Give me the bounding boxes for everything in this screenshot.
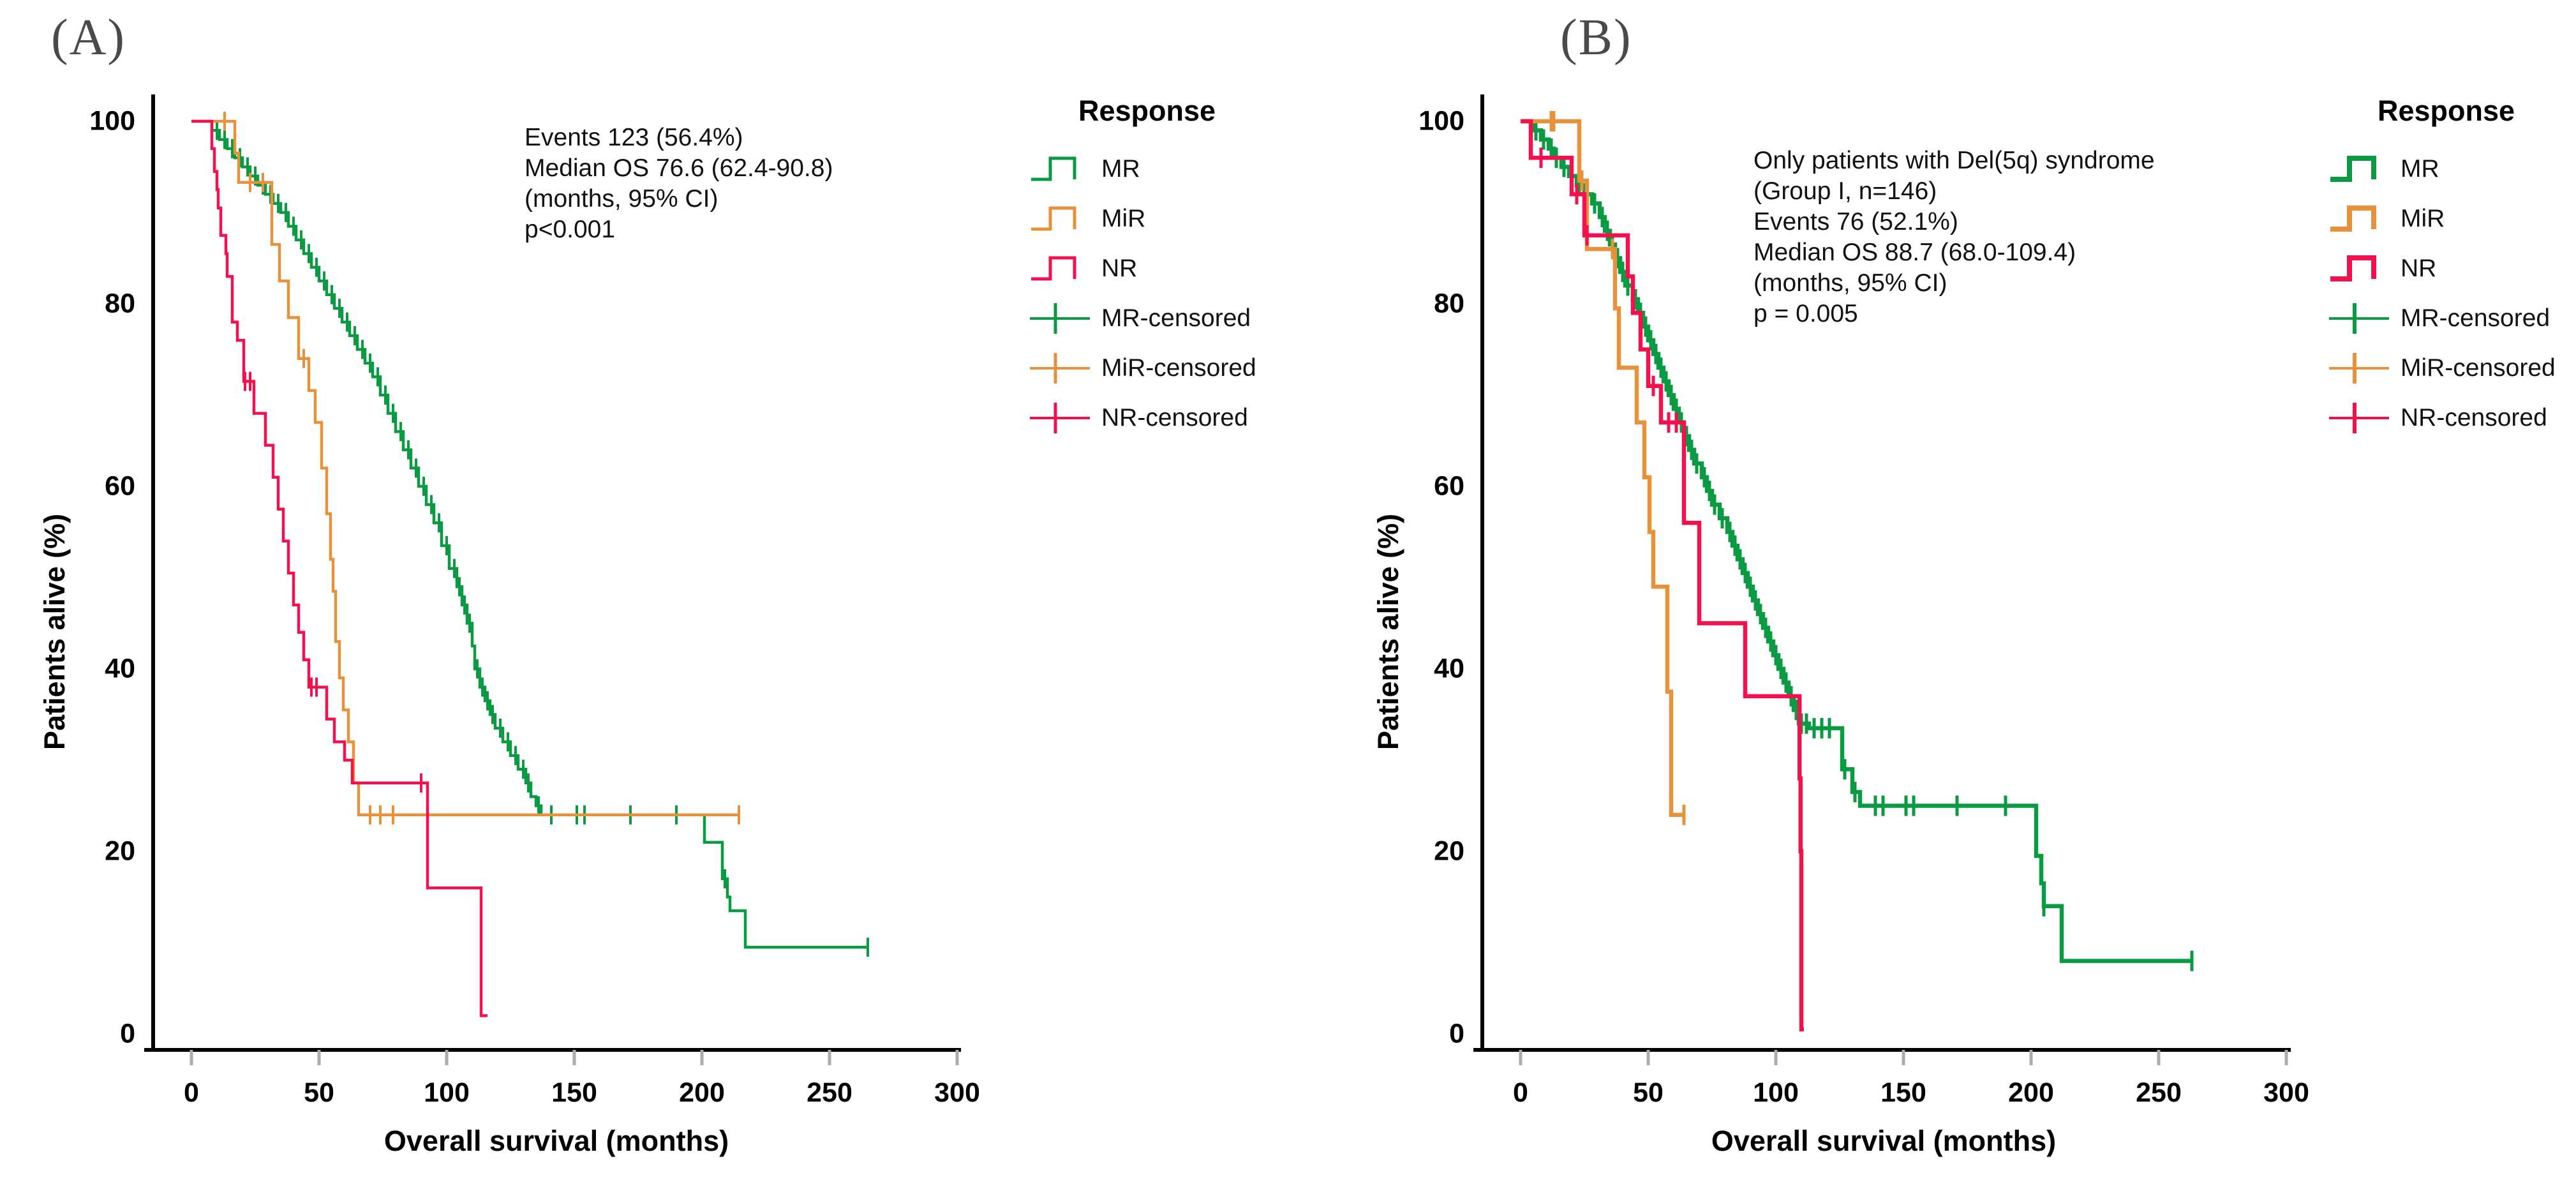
- legend-a-item-label: MR-censored: [1101, 304, 1251, 332]
- y-tick-label: 0: [120, 1018, 135, 1049]
- mir-step-icon: [2330, 206, 2376, 232]
- mr-censored-icon: [2329, 303, 2389, 334]
- km-curve-mir: [1521, 119, 1684, 818]
- annotation-a-line: p<0.001: [525, 216, 616, 243]
- x-tick-label: 50: [304, 1077, 334, 1108]
- annotation-b-line: (months, 95% CI): [1753, 269, 1947, 297]
- y-tick-label: 80: [1434, 288, 1464, 319]
- y-tick-label: 0: [1449, 1018, 1464, 1049]
- y-tick-label: 40: [1434, 653, 1464, 684]
- legend-b: Response MR MiR NR MR-censored MiR-censo…: [2328, 94, 2576, 452]
- x-axis-label-a: Overall survival (months): [383, 1125, 729, 1157]
- panel-letter-a: (A): [51, 10, 126, 66]
- y-tick-label: 20: [1434, 835, 1464, 867]
- mir-censored-icon: [2329, 353, 2389, 384]
- x-tick-label: 200: [679, 1077, 725, 1108]
- annotation-a-line: (months, 95% CI): [525, 185, 718, 213]
- annotation-a: Events 123 (56.4%) Median OS 76.6 (62.4-…: [525, 123, 833, 245]
- legend-a-item-label: NR: [1101, 255, 1138, 282]
- x-tick-label: 300: [934, 1077, 980, 1108]
- x-axis-label-b: Overall survival (months): [1711, 1125, 2057, 1157]
- x-tick-label: 100: [424, 1077, 470, 1108]
- nr-censored-icon: [1030, 403, 1090, 433]
- y-tick-label: 60: [1434, 470, 1464, 502]
- legend-b-item-label: MR: [2401, 155, 2439, 183]
- panel-letter-b: (B): [1560, 10, 1632, 66]
- km-curve-nr: [1521, 119, 1804, 1032]
- y-tick-label: 20: [105, 835, 135, 867]
- legend-b-item-label: MiR: [2401, 205, 2445, 232]
- annotation-b-line: Events 76 (52.1%): [1753, 208, 1958, 236]
- legend-a: Response MR MiR NR MR-censored MiR-censo…: [1029, 94, 1297, 452]
- legend-b-item-label: NR-censored: [2401, 404, 2547, 431]
- annotation-a-line: Median OS 76.6 (62.4-90.8): [525, 154, 833, 182]
- y-tick-label: 100: [89, 105, 135, 137]
- legend-a-item-label: MiR-censored: [1101, 354, 1256, 382]
- nr-censored-icon: [2329, 403, 2389, 433]
- x-tick-label: 250: [2136, 1077, 2182, 1108]
- km-curve-nr: [191, 119, 488, 1017]
- legend-a-item-label: NR-censored: [1101, 404, 1248, 431]
- annotation-a-line: Events 123 (56.4%): [525, 124, 743, 151]
- annotation-b-line: Only patients with Del(5q) syndrome: [1753, 147, 2155, 174]
- mir-step-icon: [1031, 206, 1076, 231]
- annotation-b: Only patients with Del(5q) syndrome (Gro…: [1753, 146, 2155, 329]
- x-tick-label: 0: [184, 1077, 199, 1108]
- y-axis-label-a: Patients alive (%): [38, 513, 71, 750]
- km-curve-mir: [191, 119, 739, 817]
- legend-a-item-label: MiR: [1101, 205, 1146, 232]
- legend-a-item-label: MR: [1101, 155, 1140, 183]
- y-axis-label-b: Patients alive (%): [1372, 513, 1404, 750]
- y-tick-label: 60: [105, 470, 135, 502]
- nr-step-icon: [2330, 255, 2376, 281]
- x-tick-label: 150: [551, 1077, 597, 1108]
- legend-b-item-label: NR: [2401, 255, 2437, 282]
- legend-b-item-label: MR-censored: [2401, 304, 2550, 332]
- mr-step-icon: [1031, 156, 1076, 181]
- legend-a-title: Response: [1078, 94, 1216, 127]
- annotation-b-line: p = 0.005: [1753, 300, 1858, 327]
- legend-b-title: Response: [2378, 94, 2515, 127]
- nr-step-icon: [1031, 256, 1076, 281]
- km-curve-mr: [191, 119, 868, 949]
- mr-censored-icon: [1030, 303, 1090, 334]
- y-tick-label: 80: [105, 288, 135, 319]
- x-tick-label: 150: [1880, 1077, 1926, 1108]
- y-tick-label: 40: [105, 653, 135, 684]
- x-tick-label: 50: [1633, 1077, 1664, 1108]
- y-tick-label: 100: [1418, 105, 1464, 137]
- x-tick-label: 100: [1753, 1077, 1799, 1108]
- annotation-b-line: Median OS 88.7 (68.0-109.4): [1753, 239, 2076, 266]
- annotation-b-line: (Group I, n=146): [1753, 177, 1937, 205]
- x-tick-label: 200: [2008, 1077, 2054, 1108]
- x-tick-label: 250: [807, 1077, 852, 1108]
- mir-censored-icon: [1030, 353, 1090, 384]
- x-tick-label: 0: [1513, 1077, 1528, 1108]
- legend-b-item-label: MiR-censored: [2401, 354, 2556, 382]
- mr-step-icon: [2330, 156, 2376, 182]
- x-tick-label: 300: [2263, 1077, 2309, 1108]
